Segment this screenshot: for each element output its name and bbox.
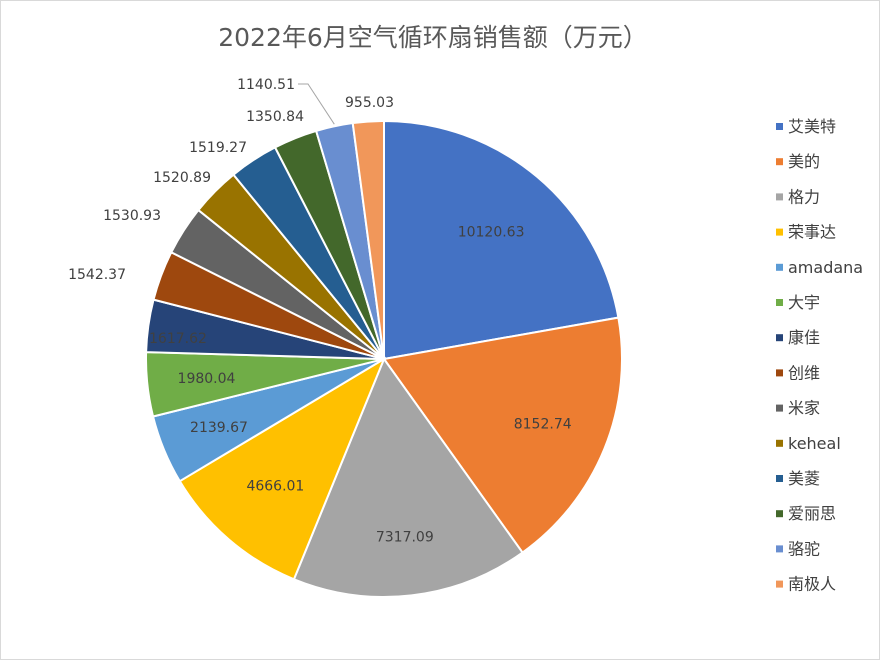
- legend-label: 南极人: [788, 575, 836, 594]
- legend-swatch: [776, 158, 783, 166]
- legend-label: 米家: [788, 399, 820, 418]
- legend-swatch: [776, 545, 783, 553]
- data-label: 4666.01: [246, 478, 304, 494]
- legend-label: 艾美特: [788, 117, 836, 136]
- data-labels: 10120.63 8152.74 7317.09 4666.01 2139.67 1980…: [68, 77, 572, 545]
- legend-swatch: [776, 439, 783, 447]
- pie-slice-荣事达: [178, 356, 387, 581]
- legend-label: 骆驼: [788, 539, 820, 558]
- data-label: 8152.74: [514, 417, 572, 433]
- leader-line: [298, 83, 335, 125]
- pie-slices: [145, 119, 623, 598]
- legend-swatch: [776, 299, 783, 306]
- legend-label: 美的: [788, 152, 820, 171]
- legend-swatch: [776, 123, 783, 130]
- pie-slice-艾美特: [383, 119, 620, 361]
- pie-slice-南极人: [351, 119, 385, 360]
- data-label: 955.03: [345, 95, 394, 111]
- chart-title: 2022年6月空气循环扇销售额（万元）: [218, 23, 648, 52]
- legend-label: 荣事达: [788, 223, 836, 242]
- data-label: 1520.89: [153, 170, 211, 186]
- leader-lines: [298, 83, 335, 125]
- data-label: 1140.51: [237, 77, 295, 93]
- legend-label: 大宇: [788, 293, 820, 312]
- legend-swatch: [776, 475, 783, 482]
- legend-label: 康佳: [788, 328, 820, 347]
- legend-label: keheal: [788, 434, 841, 453]
- legend-label: 爱丽思: [788, 504, 836, 523]
- legend-swatch: [776, 369, 783, 377]
- data-label: 1530.93: [103, 208, 161, 224]
- legend-label: 创维: [788, 363, 820, 382]
- pie-slice-美的: [382, 316, 623, 554]
- legend-swatch: [776, 263, 783, 271]
- data-label: 1519.27: [189, 140, 247, 156]
- data-label: 1542.37: [68, 267, 126, 283]
- data-label: 1617.62: [149, 331, 207, 347]
- legend-swatch: [776, 404, 783, 412]
- data-label: 1980.04: [178, 371, 236, 387]
- data-label: 10120.63: [458, 224, 525, 240]
- pie-slice-格力: [292, 356, 524, 598]
- legend-swatch: [776, 334, 783, 342]
- data-label: 1350.84: [246, 109, 304, 125]
- data-label: 7317.09: [376, 529, 434, 545]
- legend-swatch: [776, 510, 783, 518]
- legend-swatch: [776, 193, 783, 201]
- legend-swatch: [776, 228, 783, 236]
- legend-swatch: [776, 580, 783, 588]
- legend-label: 美菱: [788, 469, 820, 488]
- legend-label: 格力: [788, 187, 820, 206]
- data-label: 2139.67: [190, 420, 248, 436]
- legend-label: amadana: [788, 258, 863, 277]
